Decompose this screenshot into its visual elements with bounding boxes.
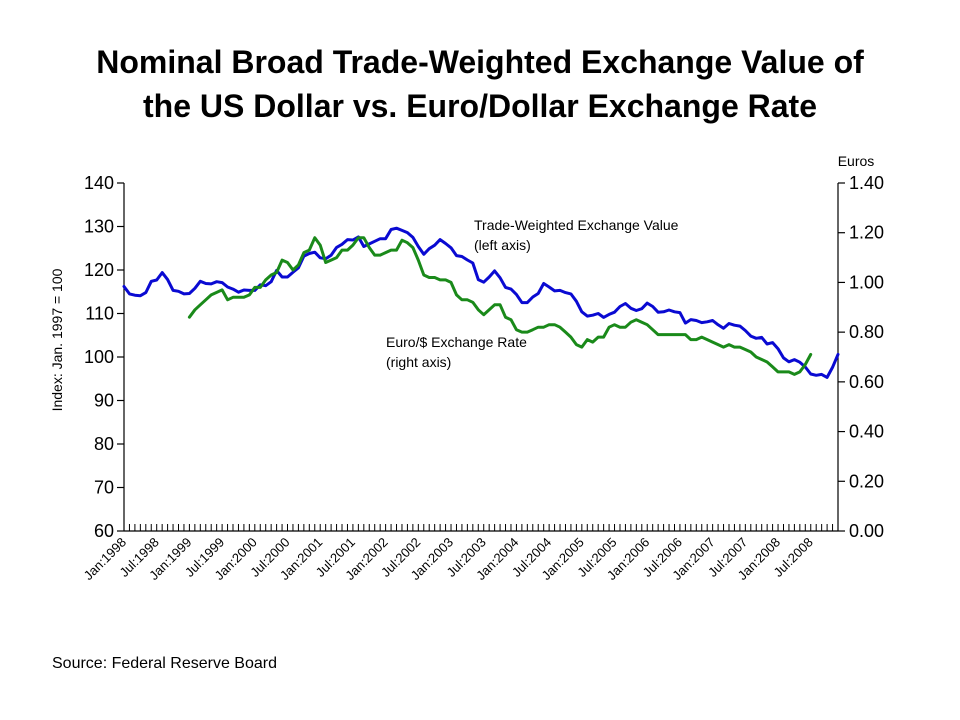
chart-title: Nominal Broad Trade-Weighted Exchange Va… — [0, 40, 960, 128]
series-line-trade-weighted — [122, 226, 840, 379]
left-axis-tick-label: 60 — [94, 521, 114, 541]
left-axis-tick-label: 100 — [84, 347, 114, 367]
chart-title-line-2: the US Dollar vs. Euro/Dollar Exchange R… — [143, 88, 817, 124]
left-axis-tick-label: 70 — [94, 478, 114, 498]
left-axis-tick-label: 120 — [84, 260, 114, 280]
left-axis-tick-label: 80 — [94, 434, 114, 454]
right-axis-tick-label: 0.40 — [849, 422, 884, 442]
right-axis-tick-label: 0.60 — [849, 372, 884, 392]
annotation-euro-dollar: (right axis) — [386, 354, 451, 370]
right-axis-tick-label: 1.20 — [849, 223, 884, 243]
annotation-trade-weighted: Trade-Weighted Exchange Value — [474, 217, 679, 233]
left-axis-tick-label: 90 — [94, 391, 114, 411]
right-axis-tick-label: 1.00 — [849, 272, 884, 292]
source-note: Source: Federal Reserve Board — [52, 655, 277, 672]
right-axis-tick-label: 1.40 — [849, 173, 884, 193]
series-line-euro-dollar — [187, 236, 813, 376]
annotation-trade-weighted: (left axis) — [474, 237, 531, 253]
right-axis-tick-label: 0.00 — [849, 521, 884, 541]
chart-title-line-1: Nominal Broad Trade-Weighted Exchange Va… — [96, 44, 864, 80]
right-axis-tick-label: 0.80 — [849, 322, 884, 342]
left-axis-tick-label: 140 — [84, 173, 114, 193]
right-axis-tick-label: 0.20 — [849, 471, 884, 491]
left-axis-tick-label: 110 — [85, 304, 114, 324]
right-axis-title: Euros — [838, 153, 875, 169]
left-axis-title: Index: Jan. 1997 = 100 — [49, 268, 65, 411]
left-axis-tick-label: 130 — [84, 217, 114, 237]
annotation-euro-dollar: Euro/$ Exchange Rate — [386, 334, 527, 350]
